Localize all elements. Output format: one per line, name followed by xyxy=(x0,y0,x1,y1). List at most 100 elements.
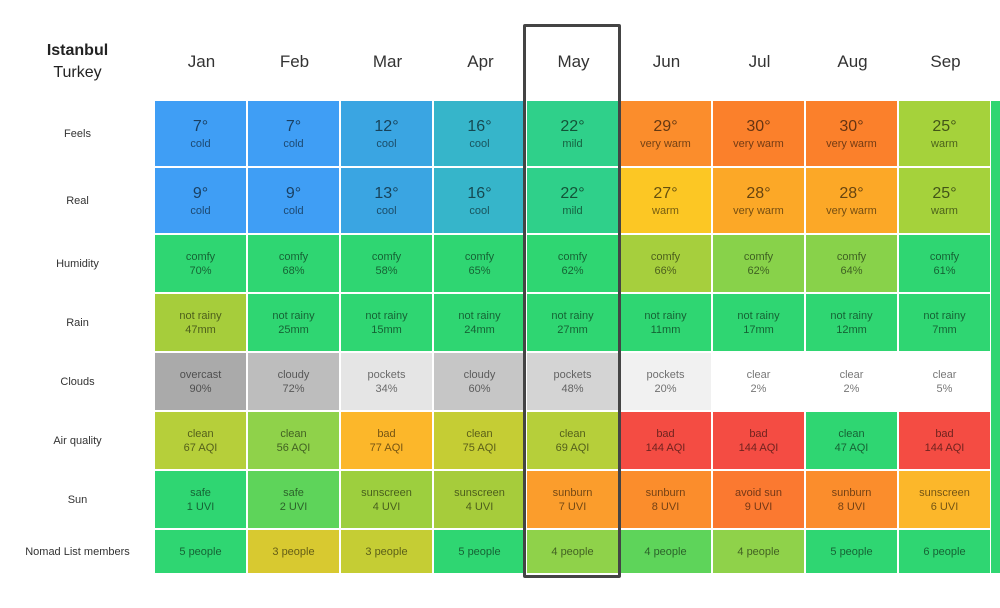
month-header: Mar xyxy=(372,52,403,71)
cell-sub: 56 AQI xyxy=(276,441,311,454)
cell: sunscreen 6 UVI xyxy=(899,471,990,528)
cell: 4 people xyxy=(713,530,804,573)
cell: not rainy 27mm xyxy=(527,294,618,351)
cell-main: comfy xyxy=(743,250,774,263)
cell-main: 4 people xyxy=(644,545,687,558)
cell-sub: 64% xyxy=(840,264,863,277)
country: Turkey xyxy=(53,64,102,81)
cell-main: sunscreen xyxy=(919,486,970,499)
cell-sub: cool xyxy=(469,204,490,217)
cell: 7° cold xyxy=(248,101,339,166)
cell: sunburn 8 UVI xyxy=(620,471,711,528)
cell: sunscreen 4 UVI xyxy=(341,471,432,528)
cell-main: 16° xyxy=(467,117,492,135)
cell-main: pockets xyxy=(367,368,406,381)
cell-sub: cool xyxy=(376,204,397,217)
cell-main: clear xyxy=(932,368,957,381)
cell: comfy 70% xyxy=(155,235,246,292)
cell: 27° warm xyxy=(620,168,711,233)
cell-main: 30° xyxy=(839,117,864,135)
cell: 6 people xyxy=(899,530,990,573)
cell-sub: very warm xyxy=(733,204,784,217)
cell: 30° very warm xyxy=(713,101,804,166)
cell-main: not rainy xyxy=(551,309,594,322)
row-label: Clouds xyxy=(60,375,95,388)
row-label: Sun xyxy=(67,493,88,506)
cell-sub: 11mm xyxy=(650,323,681,336)
month-header: May xyxy=(557,52,590,71)
cell-main: 7° xyxy=(192,117,209,135)
cell-sub: 48% xyxy=(561,382,584,395)
cell: not rainy 17mm xyxy=(713,294,804,351)
cell-main: not rainy xyxy=(923,309,966,322)
cell-sub: 144 AQI xyxy=(738,441,779,454)
cell: pockets 34% xyxy=(341,353,432,410)
cell-main: clean xyxy=(280,427,307,440)
month-header: Jul xyxy=(748,52,771,71)
cell: comfy 66% xyxy=(620,235,711,292)
cell-sub: 77 AQI xyxy=(369,441,404,454)
cell-main: 27° xyxy=(653,184,678,202)
cell: comfy 65% xyxy=(434,235,525,292)
row-label: Air quality xyxy=(53,434,102,447)
cell-sub: cool xyxy=(376,137,397,150)
cell-main: 7° xyxy=(285,117,302,135)
cell: 25° warm xyxy=(899,168,990,233)
cell-main: 22° xyxy=(560,184,585,202)
cell-sub: 72% xyxy=(282,382,305,395)
cell-main: 5 people xyxy=(179,545,222,558)
cell: cloudy 60% xyxy=(434,353,525,410)
month-header: Jun xyxy=(652,52,681,71)
cell-main: clear xyxy=(839,368,864,381)
cell: comfy 68% xyxy=(248,235,339,292)
cell-main: 13° xyxy=(374,184,399,202)
cell-main: comfy xyxy=(185,250,216,263)
cell-main: safe xyxy=(190,486,211,499)
cell-sub: 34% xyxy=(375,382,398,395)
cell-main: 3 people xyxy=(272,545,315,558)
cell: bad 77 AQI xyxy=(341,412,432,469)
cell-sub: 66% xyxy=(654,264,677,277)
cell-main: sunscreen xyxy=(454,486,505,499)
cell-main: sunscreen xyxy=(361,486,412,499)
cell-main: 16° xyxy=(467,184,492,202)
row-label: Nomad List members xyxy=(25,545,130,558)
month-header: Jan xyxy=(187,52,216,71)
cell-main: 3 people xyxy=(365,545,408,558)
cell-sub: 20% xyxy=(654,382,677,395)
cell-main: not rainy xyxy=(830,309,873,322)
cell: comfy 58% xyxy=(341,235,432,292)
cell-main: avoid sun xyxy=(734,486,783,499)
cell: cloudy 72% xyxy=(248,353,339,410)
cell-main: sunburn xyxy=(552,486,593,499)
cell-main: 29° xyxy=(653,117,678,135)
cell-sub: 2 UVI xyxy=(279,500,308,513)
cell-sub: cold xyxy=(283,137,304,150)
cell-main: bad xyxy=(656,427,675,440)
cell-main: pockets xyxy=(646,368,685,381)
cell: clean 69 AQI xyxy=(527,412,618,469)
cell-sub: 25mm xyxy=(278,323,309,336)
cell-sub: 8 UVI xyxy=(837,500,866,513)
cell-main: sunburn xyxy=(645,486,686,499)
cell: clean 67 AQI xyxy=(155,412,246,469)
cell: clean 56 AQI xyxy=(248,412,339,469)
cell-main: 28° xyxy=(746,184,771,202)
cell: comfy 62% xyxy=(713,235,804,292)
cell-main: overcast xyxy=(179,368,222,381)
cell: 16° cool xyxy=(434,168,525,233)
cell-main: comfy xyxy=(650,250,681,263)
cell-sub: 65% xyxy=(468,264,491,277)
cell-sub: 47 AQI xyxy=(834,441,869,454)
cell-sub: very warm xyxy=(640,137,691,150)
cell-sub: 12mm xyxy=(836,323,867,336)
cell-main: pockets xyxy=(553,368,592,381)
cell: not rainy 25mm xyxy=(248,294,339,351)
cell-sub: warm xyxy=(931,204,958,217)
cell: comfy 62% xyxy=(527,235,618,292)
row-label: Rain xyxy=(66,316,89,329)
cell: clear 5% xyxy=(899,353,990,410)
cell-sub: cold xyxy=(190,204,211,217)
cell-sub: 9 UVI xyxy=(744,500,773,513)
cell: not rainy 12mm xyxy=(806,294,897,351)
